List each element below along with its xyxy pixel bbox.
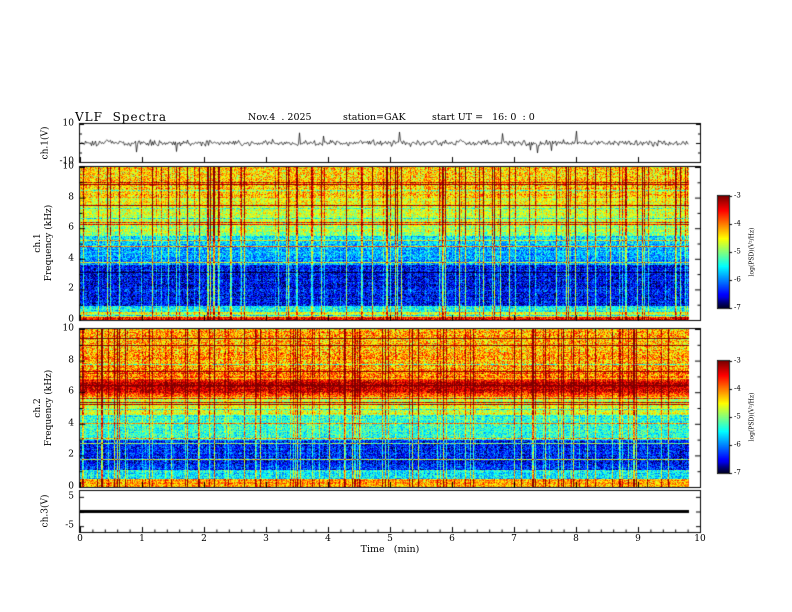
x-tick-label: 5 — [387, 534, 393, 544]
ch1-waveform-plot — [80, 124, 700, 162]
y-tick-label: 10 — [62, 118, 74, 129]
ch1-spec-ylabel-line2: Frequency (kHz) — [44, 204, 54, 282]
y-tick-label: 4 — [68, 418, 74, 429]
y-tick-label: 2 — [68, 283, 74, 294]
ch2-spec-ylabel-line2: Frequency (kHz) — [44, 369, 54, 447]
y-tick-label: 8 — [68, 355, 74, 366]
colorbar-tick-label: -6 — [734, 275, 741, 284]
figure-start-ut: start UT = 16: 0 : 0 — [432, 112, 535, 123]
y-tick-label: 5 — [68, 491, 74, 502]
colorbar-tick-label: -3 — [734, 356, 741, 365]
x-tick-label: 8 — [573, 534, 579, 544]
y-tick-label: 0 — [68, 481, 74, 492]
y-tick-label: 2 — [68, 449, 74, 460]
x-tick-label: 10 — [694, 534, 706, 544]
ch1-spec-ylabel-line1: ch.1 — [33, 233, 43, 253]
colorbar-tick-label: -3 — [734, 191, 741, 200]
ch1-spectrogram — [80, 167, 700, 320]
y-tick-label: -10 — [59, 156, 75, 167]
ch2-spec-ylabel: ch.2 Frequency (kHz) — [33, 370, 55, 447]
x-axis-title: Time (min) — [360, 544, 420, 555]
y-tick-label: 10 — [62, 161, 74, 172]
y-tick-label: -5 — [65, 520, 74, 531]
ch2-spectrogram — [80, 329, 700, 487]
x-tick-label: 3 — [263, 534, 269, 544]
y-tick-label: 4 — [68, 253, 74, 264]
y-tick-label: 6 — [68, 222, 74, 233]
ch2-spec-ylabel-line1: ch.2 — [33, 398, 43, 418]
colorbar-ch1-label: log(PSD)(V²/Hz) — [748, 227, 756, 277]
x-tick-label: 4 — [325, 534, 331, 544]
figure-title: VLF Spectra — [75, 110, 168, 124]
ch1-spec-ylabel: ch.1 Frequency (kHz) — [33, 205, 55, 282]
x-tick-label: 1 — [139, 534, 145, 544]
ch3-waveform-plot — [80, 491, 700, 532]
y-tick-label: 6 — [68, 386, 74, 397]
x-tick-label: 2 — [201, 534, 207, 544]
x-tick-label: 6 — [449, 534, 455, 544]
ch3-wave-ylabel-text: ch.3(V) — [40, 494, 51, 528]
colorbar-tick-label: -4 — [734, 384, 741, 393]
x-tick-label: 9 — [635, 534, 641, 544]
colorbar-tick-label: -5 — [734, 412, 741, 421]
colorbar-tick-label: -7 — [734, 303, 741, 312]
colorbar-ch1 — [718, 196, 729, 308]
x-tick-label: 0 — [77, 534, 83, 544]
colorbar-tick-label: -5 — [734, 247, 741, 256]
ch1-wave-ylabel: ch.1(V) — [41, 127, 52, 160]
x-tick-label: 7 — [511, 534, 517, 544]
figure-station: station=GAK — [343, 112, 406, 123]
y-tick-label: 8 — [68, 192, 74, 203]
ch1-wave-ylabel-text: ch.1(V) — [40, 126, 51, 160]
y-tick-label: 10 — [62, 323, 74, 334]
colorbar-ch2-label: log(PSD)(V²/Hz) — [748, 392, 756, 442]
colorbar-tick-label: -4 — [734, 219, 741, 228]
y-tick-label: 0 — [68, 314, 74, 325]
colorbar-tick-label: -7 — [734, 468, 741, 477]
colorbar-ch2 — [718, 361, 729, 473]
ch3-wave-ylabel: ch.3(V) — [41, 495, 52, 528]
figure-date: Nov.4 . 2025 — [248, 112, 312, 123]
colorbar-tick-label: -6 — [734, 440, 741, 449]
